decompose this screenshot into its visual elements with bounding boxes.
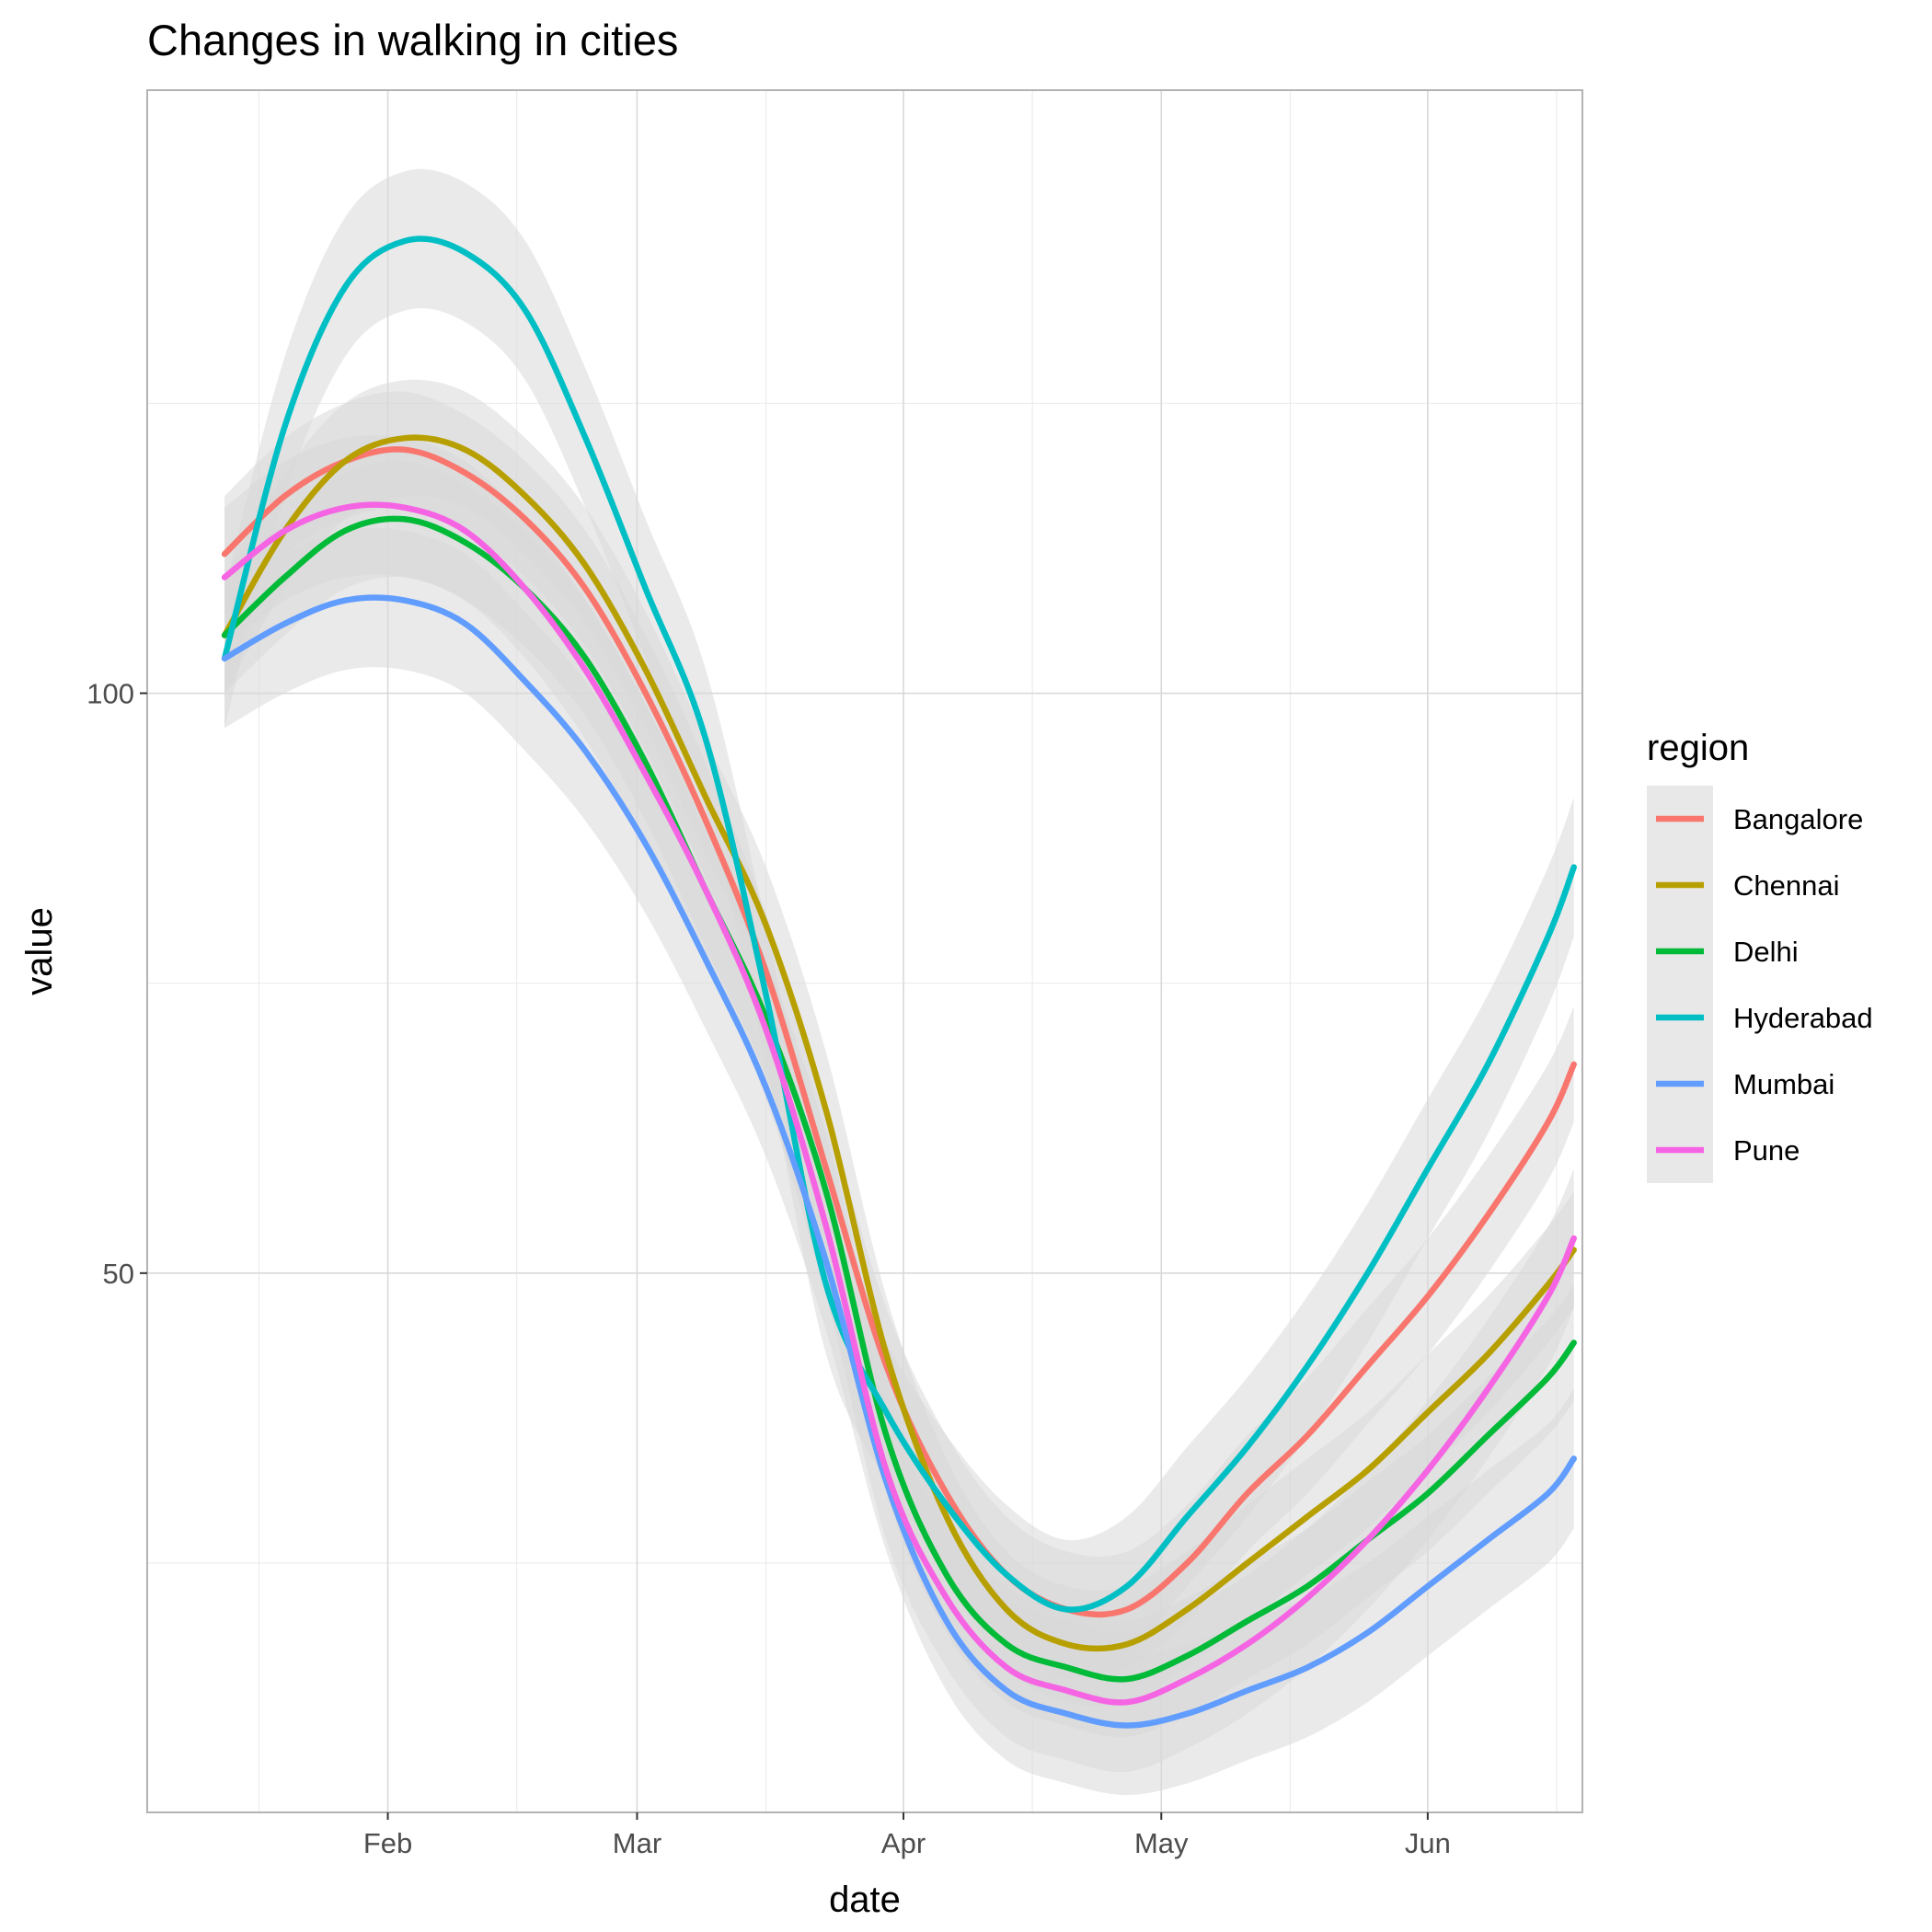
legend-label-hyderabad: Hyderabad	[1733, 1002, 1873, 1034]
x-tick-label-apr: Apr	[881, 1827, 926, 1859]
y-tick-label: 50	[103, 1258, 134, 1290]
y-axis-title: value	[19, 907, 60, 995]
plot-panel	[146, 89, 1583, 1813]
legend-label-mumbai: Mumbai	[1733, 1068, 1834, 1100]
x-tick-label-mar: Mar	[613, 1827, 661, 1859]
legend-label-delhi: Delhi	[1733, 936, 1799, 968]
x-tick-label-may: May	[1134, 1827, 1189, 1859]
x-axis-title: date	[829, 1880, 901, 1920]
legend-key-background	[1647, 786, 1713, 1183]
panel-border	[146, 89, 1583, 1813]
legend-label-bangalore: Bangalore	[1733, 803, 1863, 835]
series-line-chennai	[221, 434, 1577, 1652]
series-lines	[221, 236, 1577, 1729]
x-axis-ticks: Feb Mar Apr May Jun	[363, 1812, 1451, 1859]
chart-title: Changes in walking in cities	[147, 16, 678, 64]
y-axis-ticks: 50 100	[86, 678, 147, 1290]
legend-title: region	[1647, 728, 1749, 768]
x-tick-label-feb: Feb	[363, 1827, 412, 1859]
legend-label-pune: Pune	[1733, 1134, 1800, 1167]
series-line-mumbai	[221, 594, 1577, 1729]
series-line-pune	[221, 501, 1577, 1706]
legend-label-chennai: Chennai	[1733, 869, 1839, 902]
legend-items: Bangalore Chennai Delhi Hyderabad Mumbai Pune	[1656, 803, 1873, 1167]
y-tick-label: 100	[86, 678, 134, 710]
x-tick-label-jun: Jun	[1405, 1827, 1451, 1859]
series-line-bangalore	[221, 446, 1577, 1618]
band-hyderabad	[224, 168, 1574, 1680]
legend: region Bangalore Chennai Delhi Hyderabad Mum…	[1647, 728, 1873, 1183]
